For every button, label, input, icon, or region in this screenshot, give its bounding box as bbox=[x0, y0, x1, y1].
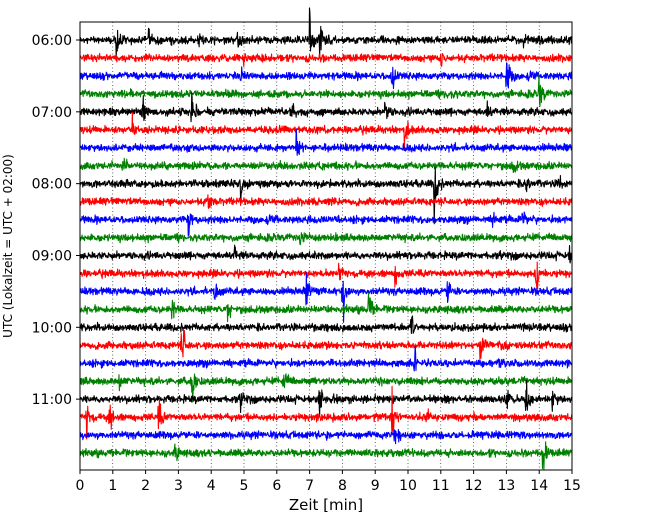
trace-1015 bbox=[79, 329, 573, 360]
x-tick-label: 6 bbox=[272, 478, 281, 494]
x-tick-label: 12 bbox=[465, 478, 483, 494]
x-tick-label: 9 bbox=[371, 478, 380, 494]
trace-0700 bbox=[79, 92, 573, 123]
trace-group bbox=[79, 7, 573, 471]
trace-1030 bbox=[79, 346, 573, 372]
trace-0915 bbox=[79, 261, 573, 291]
x-tick-label: 2 bbox=[141, 478, 150, 494]
y-axis-ticks: 06:00 07:00 08:00 09:00 10:00 11:00 bbox=[32, 33, 80, 408]
trace-1045 bbox=[79, 373, 573, 403]
trace-0600 bbox=[79, 7, 573, 59]
plot-frame bbox=[79, 21, 573, 471]
trace-0715 bbox=[79, 111, 573, 152]
x-tick-label: 13 bbox=[497, 478, 515, 494]
y-axis-label: UTC (Lokalzeit = UTC + 02:00) bbox=[1, 154, 15, 338]
trace-0900 bbox=[79, 244, 573, 264]
trace-0745 bbox=[79, 157, 573, 174]
x-tick-label: 3 bbox=[174, 478, 183, 494]
vertical-grid bbox=[112, 22, 540, 470]
x-tick-label: 14 bbox=[530, 478, 548, 494]
x-tick-label: 11 bbox=[432, 478, 450, 494]
x-tick-label: 1 bbox=[108, 478, 117, 494]
trace-0645 bbox=[79, 74, 573, 107]
trace-1130 bbox=[79, 428, 573, 445]
y-tick-label: 08:00 bbox=[32, 177, 72, 193]
trace-0830 bbox=[79, 211, 573, 237]
trace-1145 bbox=[79, 441, 573, 471]
x-axis-ticks: 0 1 2 3 4 5 6 7 8 9 10 11 12 13 14 15 bbox=[76, 470, 581, 494]
trace-1115 bbox=[79, 385, 573, 440]
trace-1000 bbox=[79, 315, 573, 335]
x-tick-label: 4 bbox=[207, 478, 216, 494]
trace-0615 bbox=[79, 52, 573, 68]
trace-0730 bbox=[79, 128, 573, 156]
y-tick-label: 10:00 bbox=[32, 320, 72, 336]
x-tick-label: 0 bbox=[76, 478, 85, 494]
trace-0845 bbox=[79, 232, 573, 246]
x-tick-label: 8 bbox=[338, 478, 347, 494]
x-axis-label: Zeit [min] bbox=[289, 496, 363, 514]
y-tick-label: 11:00 bbox=[32, 392, 72, 408]
trace-0930 bbox=[79, 272, 573, 323]
x-tick-label: 15 bbox=[563, 478, 581, 494]
x-tick-label: 7 bbox=[305, 478, 314, 494]
trace-0630 bbox=[79, 62, 573, 90]
y-tick-label: 09:00 bbox=[32, 248, 72, 264]
y-tick-label: 06:00 bbox=[32, 33, 72, 49]
x-tick-label: 5 bbox=[240, 478, 249, 494]
trace-0800 bbox=[79, 166, 573, 225]
y-tick-label: 07:00 bbox=[32, 105, 72, 121]
trace-0945 bbox=[79, 292, 573, 323]
trace-1100 bbox=[79, 379, 573, 416]
x-tick-label: 10 bbox=[399, 478, 417, 494]
trace-0815 bbox=[79, 194, 573, 209]
